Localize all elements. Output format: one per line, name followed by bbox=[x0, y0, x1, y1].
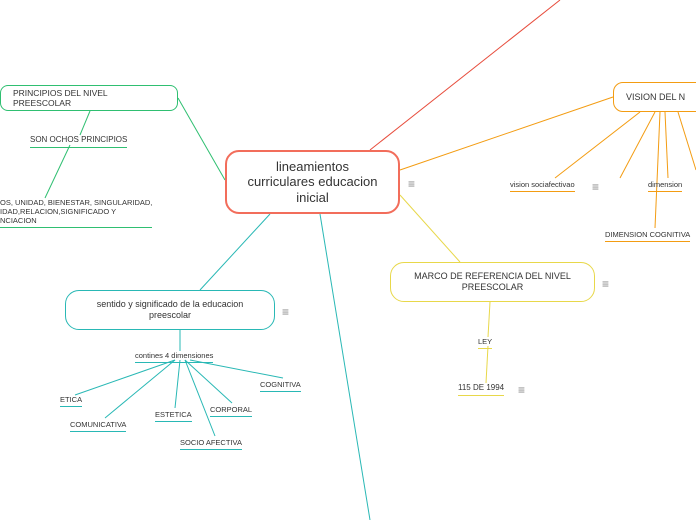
node-vision[interactable]: VISION DEL N bbox=[613, 82, 696, 112]
menu-icon[interactable]: ≡ bbox=[282, 306, 288, 318]
node-corporal[interactable]: CORPORAL bbox=[210, 405, 252, 417]
node-vsocio[interactable]: vision sociafectivao bbox=[510, 180, 575, 192]
node-ley[interactable]: LEY bbox=[478, 337, 492, 349]
node-ley115[interactable]: 115 DE 1994 bbox=[458, 383, 504, 396]
node-estetica[interactable]: ESTETICA bbox=[155, 410, 192, 422]
menu-icon[interactable]: ≡ bbox=[518, 384, 524, 396]
node-ochos[interactable]: SON OCHOS PRINCIPIOS bbox=[30, 135, 127, 148]
node-principios_list[interactable]: OS, UNIDAD, BIENESTAR, SINGULARIDAD, IDA… bbox=[0, 198, 152, 228]
node-etica[interactable]: ETICA bbox=[60, 395, 82, 407]
node-dimension[interactable]: dimension bbox=[648, 180, 682, 192]
menu-icon[interactable]: ≡ bbox=[592, 181, 598, 193]
menu-icon[interactable]: ≡ bbox=[408, 178, 414, 190]
edge-layer bbox=[0, 0, 696, 520]
node-marco[interactable]: MARCO DE REFERENCIA DEL NIVEL PREESCOLAR bbox=[390, 262, 595, 302]
node-dimcog[interactable]: DIMENSION COGNITIVA bbox=[605, 230, 690, 242]
node-cognitiva[interactable]: COGNITIVA bbox=[260, 380, 301, 392]
node-sentido[interactable]: sentido y significado de la educacion pr… bbox=[65, 290, 275, 330]
node-socio[interactable]: SOCIO AFECTIVA bbox=[180, 438, 242, 450]
node-comunicativa[interactable]: COMUNICATIVA bbox=[70, 420, 126, 432]
node-principios[interactable]: PRINCIPIOS DEL NIVEL PREESCOLAR bbox=[0, 85, 178, 111]
node-contiene4[interactable]: contines 4 dimensiones bbox=[135, 351, 213, 363]
menu-icon[interactable]: ≡ bbox=[602, 278, 608, 290]
node-central[interactable]: lineamientos curriculares educacion inic… bbox=[225, 150, 400, 214]
